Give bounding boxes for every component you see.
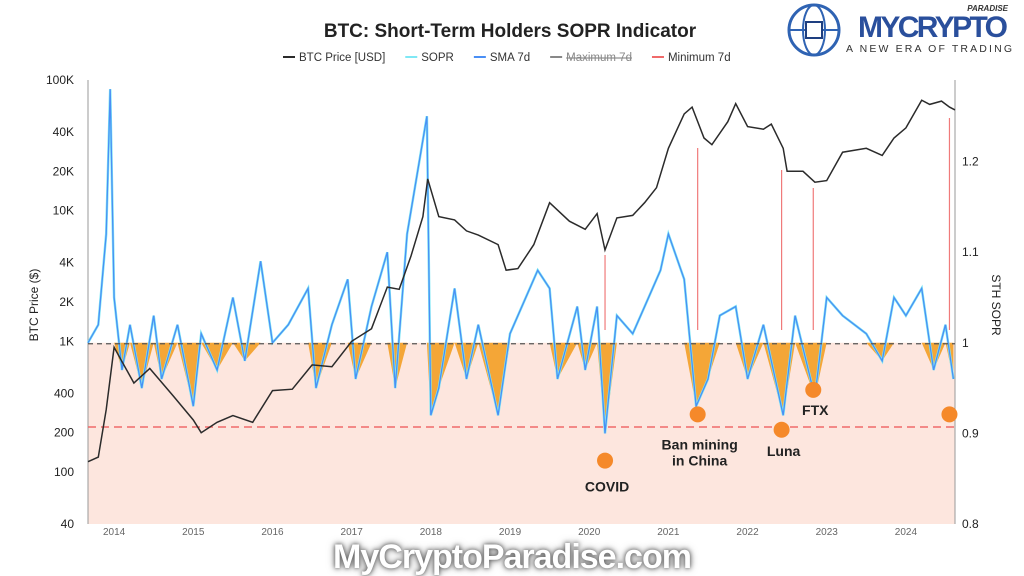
legend-item: SMA 7d	[473, 52, 530, 64]
annotation-dot	[773, 421, 790, 438]
annotation-dot	[941, 406, 958, 423]
annotation-label: in China	[672, 452, 727, 468]
x-tick: 2019	[499, 527, 522, 538]
y-left-tick: 100K	[46, 73, 74, 87]
x-tick: 2023	[816, 527, 839, 538]
y-left-tick: 100	[54, 465, 74, 479]
annotation-label: Luna	[767, 443, 801, 459]
x-tick: 2024	[895, 527, 918, 538]
x-tick: 2016	[261, 527, 284, 538]
legend-item: SOPR	[405, 52, 454, 64]
svg-text:MYCRYPTO: MYCRYPTO	[858, 11, 1008, 44]
y-left-tick: 40K	[53, 125, 74, 139]
y-left-tick: 200	[54, 426, 74, 440]
svg-text:A NEW ERA OF TRADING: A NEW ERA OF TRADING	[846, 43, 1014, 55]
y-left-tick: 10K	[53, 204, 74, 218]
y-left-tick: 4K	[59, 256, 74, 270]
y-left-label: BTC Price ($)	[27, 269, 41, 342]
annotation-dot	[597, 452, 614, 469]
annotation-dot	[805, 381, 822, 398]
x-tick: 2017	[341, 527, 364, 538]
y-left-tick: 40	[61, 517, 75, 531]
y-left-tick: 2K	[59, 295, 74, 309]
annotation-label: COVID	[585, 479, 629, 495]
y-left-tick: 400	[54, 386, 74, 400]
svg-text:PARADISE: PARADISE	[967, 4, 1008, 13]
plot-area: 100K 40K 20K 10K 4K 2K 1K 400 200 100 40 1.2 1.1 1 0.9…	[46, 73, 979, 538]
x-tick: 2021	[657, 527, 680, 538]
sopr-below-one-fill	[88, 342, 954, 434]
legend-label: BTC Price [USD]	[299, 52, 385, 64]
x-tick: 2018	[420, 527, 443, 538]
sma-7d-line	[87, 89, 955, 434]
x-tick: 2020	[578, 527, 601, 538]
legend-label: SMA 7d	[490, 52, 530, 64]
annotation-label: Ban mining	[662, 436, 738, 452]
y-left-tick: 1K	[59, 334, 74, 348]
y-right-tick: 0.8	[962, 517, 979, 531]
legend: BTC Price [USD] SOPR SMA 7d Maximum 7d Minim…	[283, 52, 731, 64]
btc-price-line	[87, 99, 956, 463]
y-right-tick: 1.1	[962, 245, 979, 259]
y-right-tick: 0.9	[962, 426, 979, 440]
globe-icon: MYCRYPTO PARADISE A NEW ERA OF TRADING	[787, 3, 1014, 57]
x-tick: 2022	[736, 527, 759, 538]
legend-item: Maximum 7d	[550, 52, 632, 64]
y-right-tick: 1	[962, 336, 969, 350]
x-tick: 2014	[103, 527, 126, 538]
y-right-label: STH SOPR	[989, 274, 1003, 336]
legend-item: BTC Price [USD]	[283, 52, 385, 64]
annotation-label: FTX	[802, 402, 829, 418]
annotation-dot	[689, 406, 706, 423]
legend-label: SOPR	[421, 52, 454, 64]
chart-title: BTC: Short-Term Holders SOPR Indicator	[324, 21, 697, 42]
mycrypto-logo: MYCRYPTO PARADISE A NEW ERA OF TRADING	[786, 2, 1022, 58]
watermark: MyCryptoParadise.com	[333, 538, 692, 576]
y-left-tick: 20K	[53, 164, 74, 178]
legend-item: Minimum 7d	[651, 52, 731, 64]
legend-label: Minimum 7d	[668, 52, 731, 64]
x-tick: 2015	[182, 527, 205, 538]
legend-label: Maximum 7d	[566, 52, 632, 64]
y-right-tick: 1.2	[962, 155, 979, 169]
